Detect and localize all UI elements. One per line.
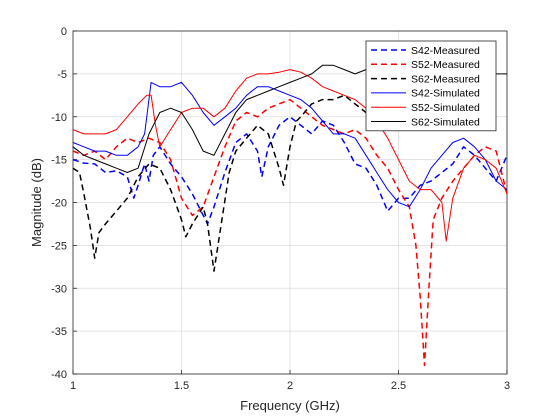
series-line-s52-simulated	[72, 69, 508, 242]
x-tick-label: 1.5	[174, 380, 189, 392]
legend-label: S62-Measured	[411, 73, 480, 85]
legend-box	[365, 40, 497, 132]
series-line-s62-measured	[72, 94, 399, 272]
y-tick-label: -10	[51, 112, 67, 124]
series-line-s52-measured	[72, 98, 508, 367]
y-tick-label: -40	[51, 369, 67, 381]
legend-label: S42-Measured	[411, 45, 480, 57]
axes	[72, 30, 508, 375]
y-tick-label: -20	[51, 198, 67, 210]
legend-label: S52-Measured	[411, 59, 480, 71]
y-tick-label: 0	[61, 26, 67, 38]
series-line-s42-measured	[72, 116, 508, 225]
y-tick-label: -35	[51, 326, 67, 338]
x-axis-label: Frequency (GHz)	[240, 398, 340, 413]
legend-label: S52-Simulated	[411, 102, 480, 114]
series-line-s42-simulated	[72, 81, 508, 208]
x-tick-label: 3	[504, 380, 510, 392]
y-axis-label: Magnitude (dB)	[29, 158, 44, 247]
y-tick-label: -25	[51, 240, 67, 252]
x-tick-label: 2	[287, 380, 293, 392]
y-tick-label: -15	[51, 155, 67, 167]
legend-label: S62-Simulated	[411, 116, 480, 128]
y-tick-label: -5	[57, 69, 67, 81]
legend-label: S42-Simulated	[411, 88, 480, 100]
tick-labels: 1 1.5 2 2.5 3 0 -5 -10 -15 -20 -25 -30 -35 -40	[51, 26, 510, 392]
legend: S42-Measured S52-Measured S62-Measured S42-…	[365, 40, 497, 132]
y-tick-label: -30	[51, 283, 67, 295]
x-tick-label: 2.5	[391, 380, 406, 392]
x-tick-label: 1	[70, 380, 76, 392]
